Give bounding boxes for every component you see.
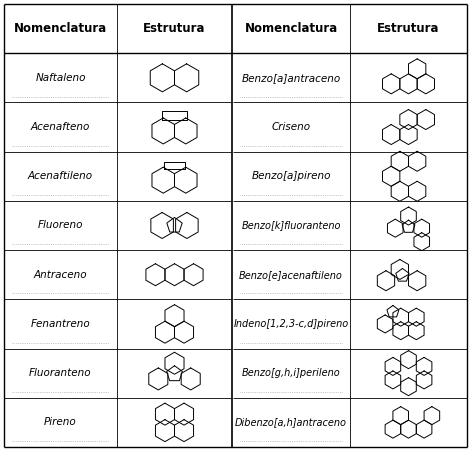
Text: Acenaftileno: Acenaftileno: [28, 171, 93, 181]
Text: Benzo[a]pireno: Benzo[a]pireno: [251, 171, 331, 181]
Text: Pireno: Pireno: [44, 417, 77, 428]
Text: Dibenzo[a,h]antraceno: Dibenzo[a,h]antraceno: [235, 417, 347, 428]
Text: Antraceno: Antraceno: [34, 270, 87, 280]
Text: Nomenclatura: Nomenclatura: [244, 22, 338, 35]
Text: Fenantreno: Fenantreno: [31, 319, 90, 329]
Text: Fluoranteno: Fluoranteno: [29, 368, 92, 378]
Text: Benzo[a]antraceno: Benzo[a]antraceno: [241, 73, 341, 83]
Text: Acenafteno: Acenafteno: [31, 122, 90, 132]
Text: Nomenclatura: Nomenclatura: [14, 22, 107, 35]
Text: Indeno[1,2,3-c,d]pireno: Indeno[1,2,3-c,d]pireno: [233, 319, 349, 329]
Text: Benzo[k]fluoranteno: Benzo[k]fluoranteno: [241, 221, 341, 230]
Text: Criseno: Criseno: [271, 122, 310, 132]
Text: Estrutura: Estrutura: [377, 22, 440, 35]
Text: Estrutura: Estrutura: [143, 22, 206, 35]
Text: Fluoreno: Fluoreno: [38, 221, 83, 230]
Text: Naftaleno: Naftaleno: [35, 73, 86, 83]
Text: Benzo[e]acenaftileno: Benzo[e]acenaftileno: [239, 270, 343, 280]
Text: Benzo[g,h,i]perileno: Benzo[g,h,i]perileno: [242, 368, 341, 378]
